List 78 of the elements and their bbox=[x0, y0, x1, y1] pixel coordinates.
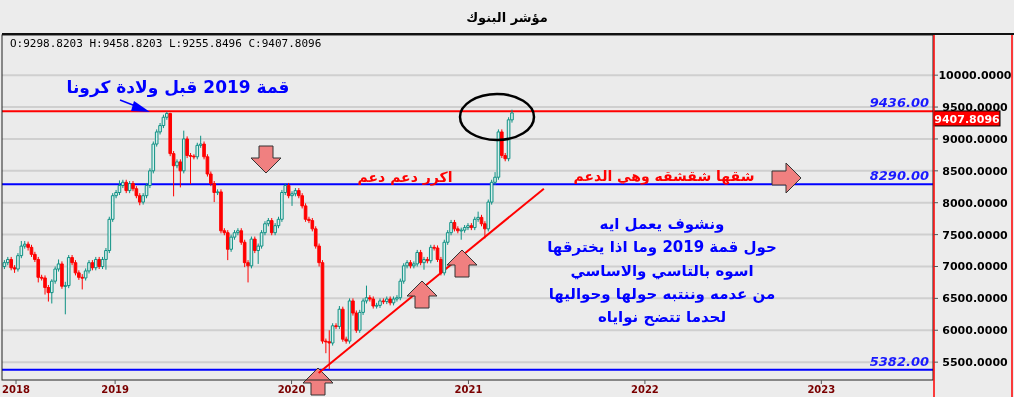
candlestick bbox=[500, 128, 504, 159]
x-tick-label: 2019 bbox=[101, 384, 130, 395]
candlestick bbox=[340, 306, 345, 343]
annotation: اكرر دعم دعم bbox=[357, 169, 453, 186]
candlestick bbox=[253, 236, 257, 254]
candlestick bbox=[29, 244, 34, 258]
candlestick bbox=[337, 305, 342, 330]
candlestick bbox=[36, 256, 41, 283]
candlestick bbox=[229, 234, 233, 253]
candlestick bbox=[428, 244, 433, 264]
x-tick-label: 2022 bbox=[630, 384, 659, 395]
y-tick-label: 10000.0000 bbox=[938, 69, 1012, 83]
ref-line-label: 5382.00 bbox=[869, 353, 929, 369]
chart-title: مؤشر البنوك bbox=[466, 10, 548, 25]
candlestick bbox=[378, 297, 382, 309]
text: 9407.8096 bbox=[934, 112, 1001, 126]
x-tick-label: 2023 bbox=[807, 384, 836, 395]
candlestick bbox=[181, 130, 186, 174]
candlestick bbox=[371, 295, 376, 310]
candlestick bbox=[117, 179, 122, 196]
annotation: شقها شقشقه وهي الدعم bbox=[573, 168, 755, 185]
candlestick bbox=[472, 216, 477, 231]
annotation: ونشوف يعمل ايه حول قمة 2019 وما اذا يخترقها اسوه بالتاسي والاساسي من عدمه وننتبه حولها وحواليها لحدما تتضح نواياه bbox=[547, 215, 777, 326]
candlestick bbox=[124, 179, 129, 194]
y-tick-label: 5500.0000 bbox=[942, 356, 1009, 370]
annotation: O:9298.8203 H:9458.8203 L:9255.8496 C:9407.8096 bbox=[10, 37, 322, 50]
candlestick bbox=[327, 329, 332, 370]
candlestick bbox=[97, 256, 101, 270]
candlestick bbox=[6, 256, 10, 266]
candlestick bbox=[175, 158, 179, 169]
candlestick bbox=[415, 249, 420, 267]
candlestick bbox=[347, 297, 352, 345]
candlestick bbox=[418, 249, 423, 266]
candlestick bbox=[236, 227, 240, 236]
y-tick-label: 7500.0000 bbox=[942, 228, 1009, 242]
candlestick bbox=[422, 256, 426, 271]
y-tick-label: 8500.0000 bbox=[942, 164, 1009, 178]
candlestick bbox=[219, 188, 223, 234]
candlestick bbox=[90, 259, 95, 271]
candlestick bbox=[60, 260, 64, 290]
candlestick bbox=[330, 322, 335, 347]
y-tick-label: 8000.0000 bbox=[942, 196, 1009, 210]
candlestick bbox=[286, 182, 291, 199]
candlestick bbox=[459, 227, 464, 241]
candlestick bbox=[2, 259, 7, 270]
x-tick-label: 2021 bbox=[454, 384, 483, 395]
candlestick bbox=[178, 158, 183, 188]
candlestick bbox=[225, 229, 230, 261]
candlestick bbox=[93, 256, 98, 271]
y-tick-label: 9000.0000 bbox=[942, 132, 1009, 146]
candlestick bbox=[384, 295, 389, 305]
y-tick-label: 6500.0000 bbox=[942, 292, 1009, 306]
candlestick bbox=[9, 256, 13, 271]
ref-line-label: 8290.00 bbox=[869, 168, 929, 184]
candlestick bbox=[496, 128, 501, 181]
candlestick bbox=[391, 295, 396, 306]
candlestick bbox=[469, 222, 474, 231]
candlestick bbox=[381, 297, 386, 305]
y-tick-label: 7000.0000 bbox=[942, 260, 1009, 274]
candlestick bbox=[249, 236, 254, 269]
candlestick bbox=[374, 302, 379, 310]
candlestick bbox=[290, 190, 294, 207]
candlestick bbox=[215, 188, 220, 196]
x-tick-label: 2020 bbox=[277, 384, 306, 395]
candlestick bbox=[466, 222, 470, 231]
candlestick bbox=[73, 259, 78, 276]
candlestick bbox=[80, 273, 85, 290]
candlestick bbox=[452, 219, 457, 232]
annotation: قمة 2019 قبل ولادة كرونا bbox=[66, 77, 290, 98]
candlestick bbox=[334, 322, 338, 330]
candlestick bbox=[269, 217, 274, 236]
ref-line-label: 9436.00 bbox=[869, 95, 929, 111]
candlestick bbox=[127, 180, 132, 194]
candlestick bbox=[388, 295, 392, 306]
candlestick bbox=[425, 256, 430, 264]
y-tick-label: 6000.0000 bbox=[942, 324, 1009, 338]
x-tick-label: 2018 bbox=[2, 384, 30, 395]
candlestick bbox=[408, 259, 413, 269]
